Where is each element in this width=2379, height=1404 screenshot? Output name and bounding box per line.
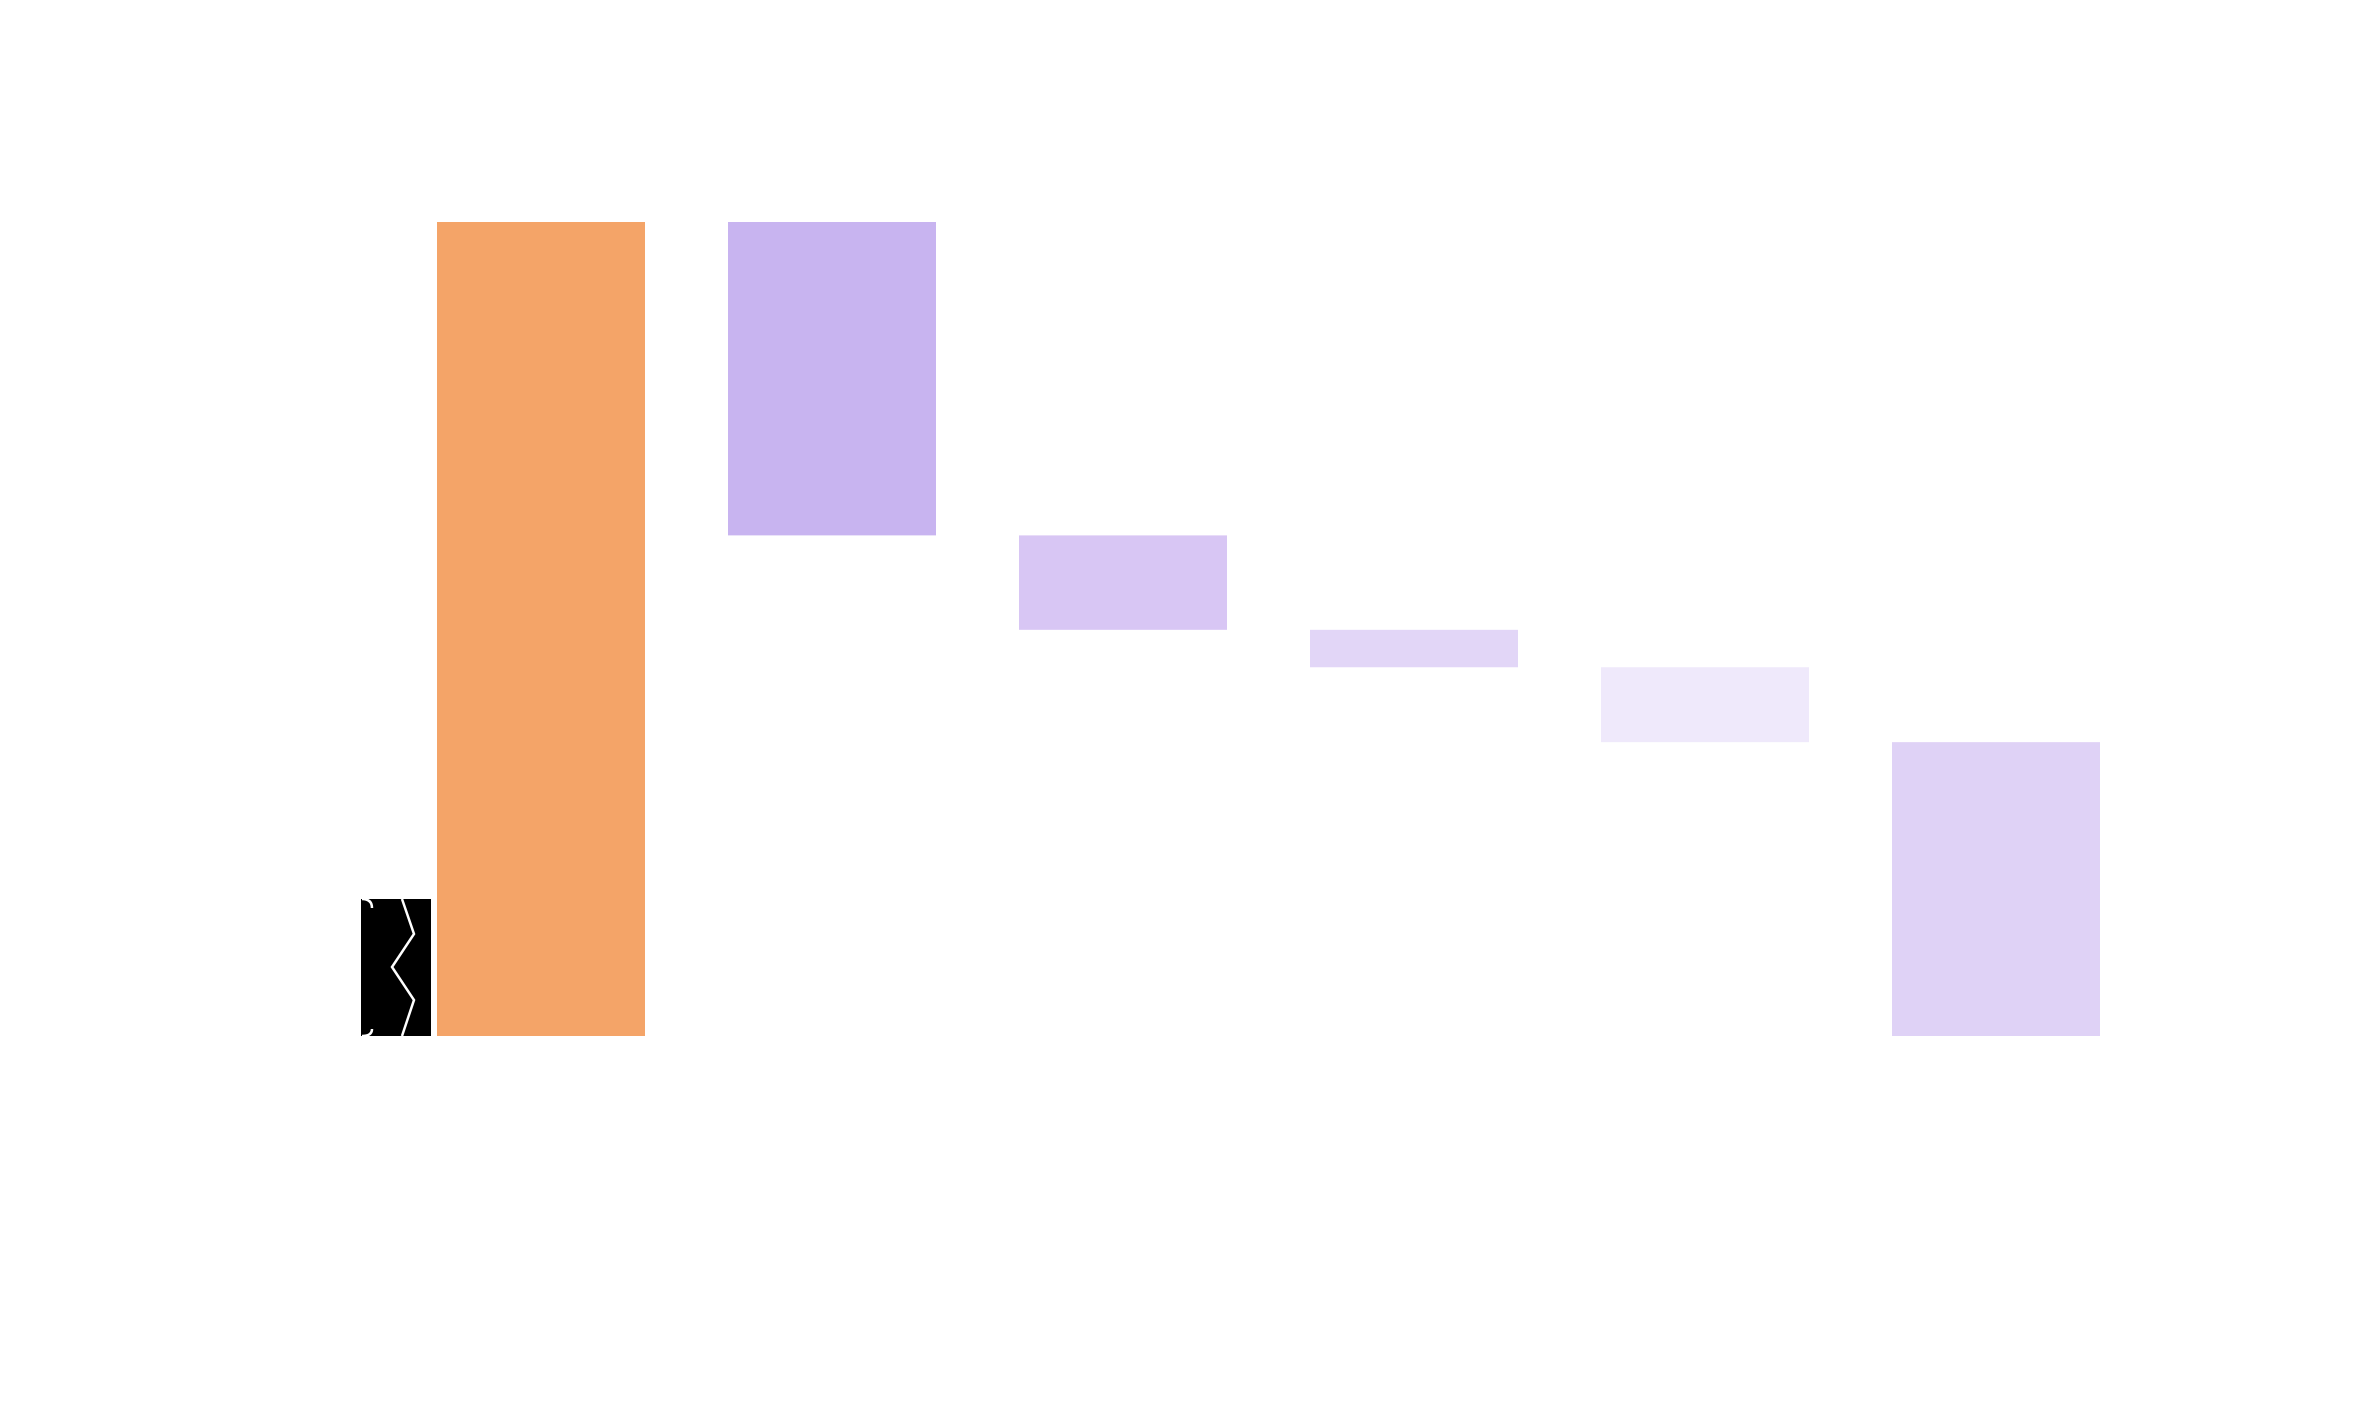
waterfall-bar-4: [1310, 629, 1518, 668]
bars-group: [437, 222, 2100, 1036]
axis-break-icon: [361, 897, 431, 1038]
waterfall-bar-6: [1892, 742, 2100, 1036]
waterfall-bar-2: [728, 222, 936, 536]
waterfall-bar-3: [1019, 535, 1227, 630]
waterfall-bar-1: [437, 222, 645, 1036]
waterfall-bar-5: [1601, 667, 1809, 743]
